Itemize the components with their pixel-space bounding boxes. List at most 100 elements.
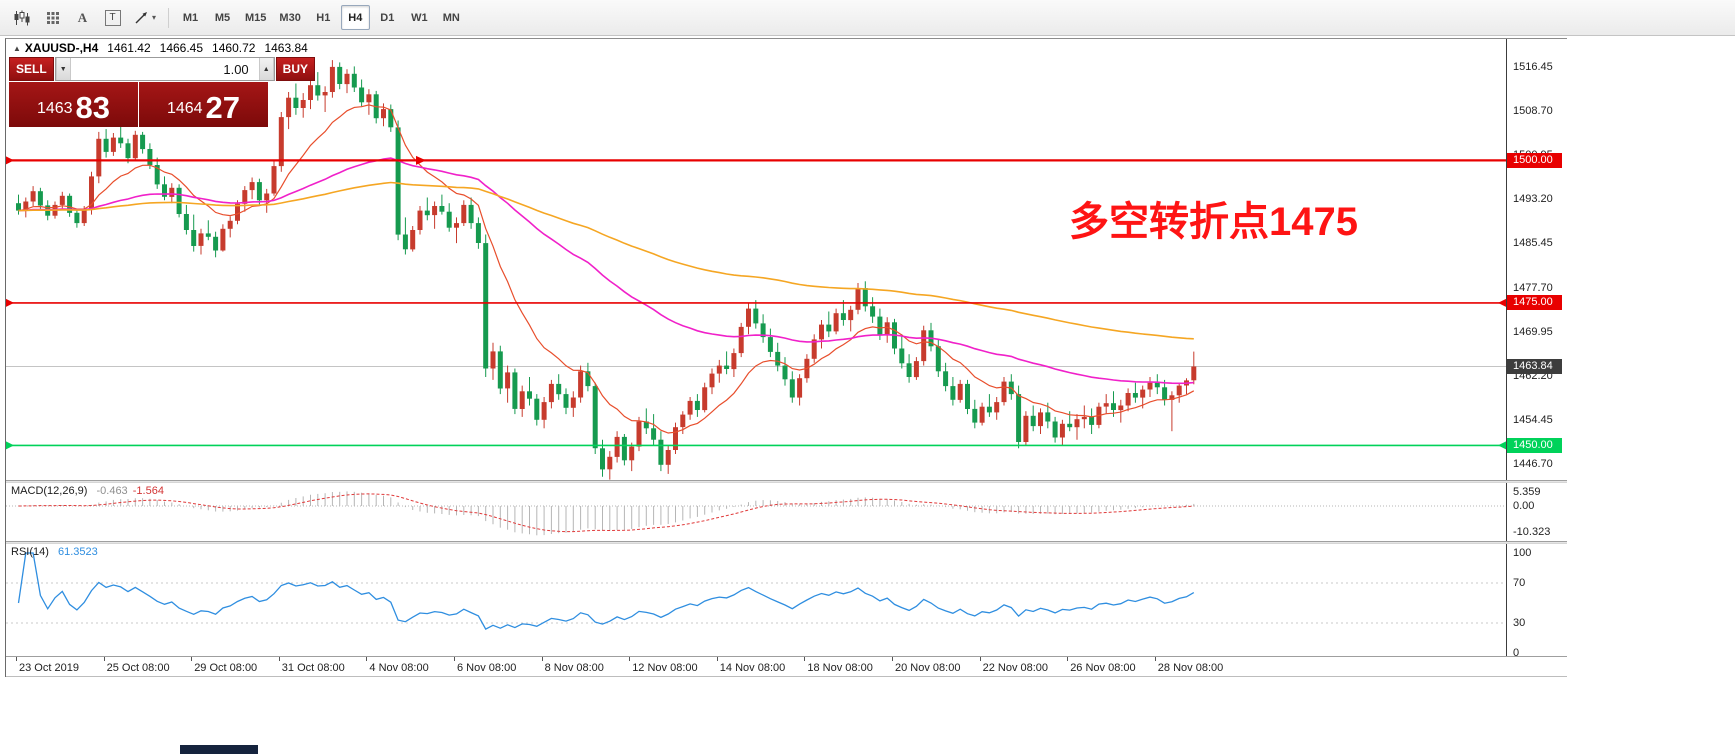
macd-scale: 5.359 0.00 -10.323	[1506, 483, 1566, 541]
text-label-tool-icon[interactable]: A	[69, 5, 96, 30]
time-tick	[278, 657, 280, 661]
top-toolbar: A T ▾ M1 M5 M15 M30 H1 H4 D1 W1 MN	[0, 0, 1735, 36]
candlestick-chart-icon[interactable]	[8, 5, 36, 30]
timeframe-button-m1[interactable]: M1	[176, 5, 205, 30]
timeframe-button-h4[interactable]: H4	[340, 5, 370, 30]
time-tick	[366, 657, 368, 661]
rsi-axis-label: 0	[1513, 647, 1520, 656]
chart-window: 1516.451508.701500.951493.201485.451477.…	[5, 38, 1567, 677]
rsi-name: RSI(14)	[11, 546, 49, 558]
macd-axis-label: 0.00	[1513, 500, 1535, 512]
volume-stepper: ▼ ▲	[54, 57, 275, 81]
date-label: 18 Nov 08:00	[807, 662, 873, 674]
macd-indicator-label: MACD(12,26,9) -0.463 -1.564	[11, 485, 164, 497]
timeframe-button-w1[interactable]: W1	[405, 5, 434, 30]
rsi-indicator-label: RSI(14) 61.3523	[11, 546, 98, 558]
time-tick	[629, 657, 631, 661]
price-axis-label: 1493.20	[1513, 193, 1553, 206]
time-scale[interactable]: 23 Oct 2019 25 Oct 08:00 29 Oct 08:00 31 Oc…	[6, 656, 1567, 677]
timeframe-button-m5[interactable]: M5	[208, 5, 237, 30]
timeframe-button-mn[interactable]: MN	[437, 5, 466, 30]
sell-button[interactable]: SELL	[9, 57, 54, 81]
price-axis-label: 1477.70	[1513, 281, 1553, 294]
rsi-value: 61.3523	[57, 546, 98, 558]
date-label: 29 Oct 08:00	[194, 662, 258, 674]
date-label: 6 Nov 08:00	[457, 662, 517, 674]
macd-axis-label: -10.323	[1513, 526, 1551, 539]
timeframe-button-h1[interactable]: H1	[309, 5, 338, 30]
price-axis-label: 1469.95	[1513, 325, 1553, 338]
symbol-marker-icon: ▲	[13, 43, 21, 53]
price-level-badge: 1450.00	[1507, 437, 1562, 453]
buy-price-tile[interactable]: 1464 27	[139, 82, 268, 127]
time-tick	[892, 657, 893, 661]
time-tick	[454, 657, 455, 661]
open-value: 1461.42	[107, 41, 151, 55]
macd-signal-value: -1.564	[132, 485, 164, 497]
timeframe-button-m15[interactable]: M15	[240, 5, 271, 30]
current-price-badge: 1463.84	[1507, 359, 1562, 375]
close-value: 1463.84	[264, 41, 308, 55]
time-tick	[191, 657, 193, 661]
date-label: 22 Nov 08:00	[982, 662, 1049, 674]
high-value: 1466.45	[159, 41, 204, 55]
rsi-chart-canvas[interactable]	[6, 544, 1506, 656]
chart-annotation-text: 多空转折点1475	[1069, 200, 1358, 244]
time-tick	[1154, 657, 1156, 661]
time-tick	[541, 657, 543, 661]
price-axis-label: 1485.45	[1513, 237, 1553, 250]
volume-increase-button[interactable]: ▲	[258, 58, 274, 80]
background-window-fragment	[180, 745, 258, 754]
symbol-timeframe-label: XAUUSD-,H4	[24, 41, 99, 55]
drawing-tools-group: A T ▾	[8, 5, 161, 30]
macd-name: MACD(12,26,9)	[11, 485, 88, 497]
text-box-tool-icon[interactable]: T	[99, 5, 126, 30]
date-label: 31 Oct 08:00	[281, 662, 345, 674]
date-label: 8 Nov 08:00	[544, 662, 604, 674]
price-level-badge: 1475.00	[1507, 295, 1562, 311]
sell-price-pips: 83	[75, 90, 111, 125]
date-label: 20 Nov 08:00	[895, 662, 961, 674]
time-tick	[804, 657, 806, 661]
timeframes-group: M1 M5 M15 M30 H1 H4 D1 W1 MN	[176, 5, 466, 30]
window-grid-icon[interactable]	[39, 5, 66, 30]
date-label: 26 Nov 08:00	[1070, 662, 1136, 674]
rsi-axis-label: 100	[1513, 547, 1532, 559]
panel-splitter[interactable]	[6, 480, 1567, 483]
panel-splitter[interactable]	[6, 541, 1567, 544]
sell-price-tile[interactable]: 1463 83	[9, 82, 138, 127]
sell-price-main: 1463	[36, 100, 73, 117]
macd-chart-canvas[interactable]	[6, 483, 1506, 541]
timeframe-button-m30[interactable]: M30	[274, 5, 305, 30]
date-label: 4 Nov 08:00	[369, 662, 429, 674]
date-label: 12 Nov 08:00	[632, 662, 698, 674]
buy-button[interactable]: BUY	[275, 57, 316, 81]
main-chart-panel: 1516.451508.701500.951493.201485.451477.…	[6, 39, 1567, 480]
price-axis-label: 1454.45	[1513, 414, 1553, 427]
macd-panel: 5.359 0.00 -10.323 MACD(12,26,9) -0.463 -1…	[6, 483, 1567, 541]
date-label: 25 Oct 08:00	[106, 662, 170, 674]
time-tick	[16, 657, 17, 661]
volume-decrease-button[interactable]: ▼	[55, 58, 71, 80]
one-click-trading-panel: SELL ▼ ▲ BUY 1463 83 1464 27	[9, 57, 316, 127]
rsi-axis-label: 30	[1513, 617, 1526, 629]
time-tick	[103, 657, 105, 661]
time-tick	[1067, 657, 1069, 661]
chart-ohlc-header: ▲ XAUUSD-,H4 1461.42 1466.45 1460.72 146…	[13, 41, 308, 55]
rsi-axis-label: 70	[1513, 577, 1526, 589]
buy-price-main: 1464	[166, 100, 203, 117]
volume-input[interactable]	[70, 58, 259, 80]
timeframe-button-d1[interactable]: D1	[373, 5, 402, 30]
arrow-line-tool-icon[interactable]: ▾	[129, 5, 161, 30]
date-label: 28 Nov 08:00	[1157, 662, 1224, 674]
price-chart-canvas[interactable]	[6, 39, 1506, 480]
buy-price-pips: 27	[205, 90, 241, 125]
time-tick	[979, 657, 981, 661]
price-scale[interactable]: 1516.451508.701500.951493.201485.451477.…	[1506, 39, 1566, 480]
date-label: 23 Oct 2019	[19, 662, 79, 674]
low-value: 1460.72	[212, 41, 256, 55]
date-label: 14 Nov 08:00	[719, 662, 786, 674]
price-axis-label: 1446.70	[1513, 458, 1553, 471]
toolbar-separator	[168, 7, 170, 28]
